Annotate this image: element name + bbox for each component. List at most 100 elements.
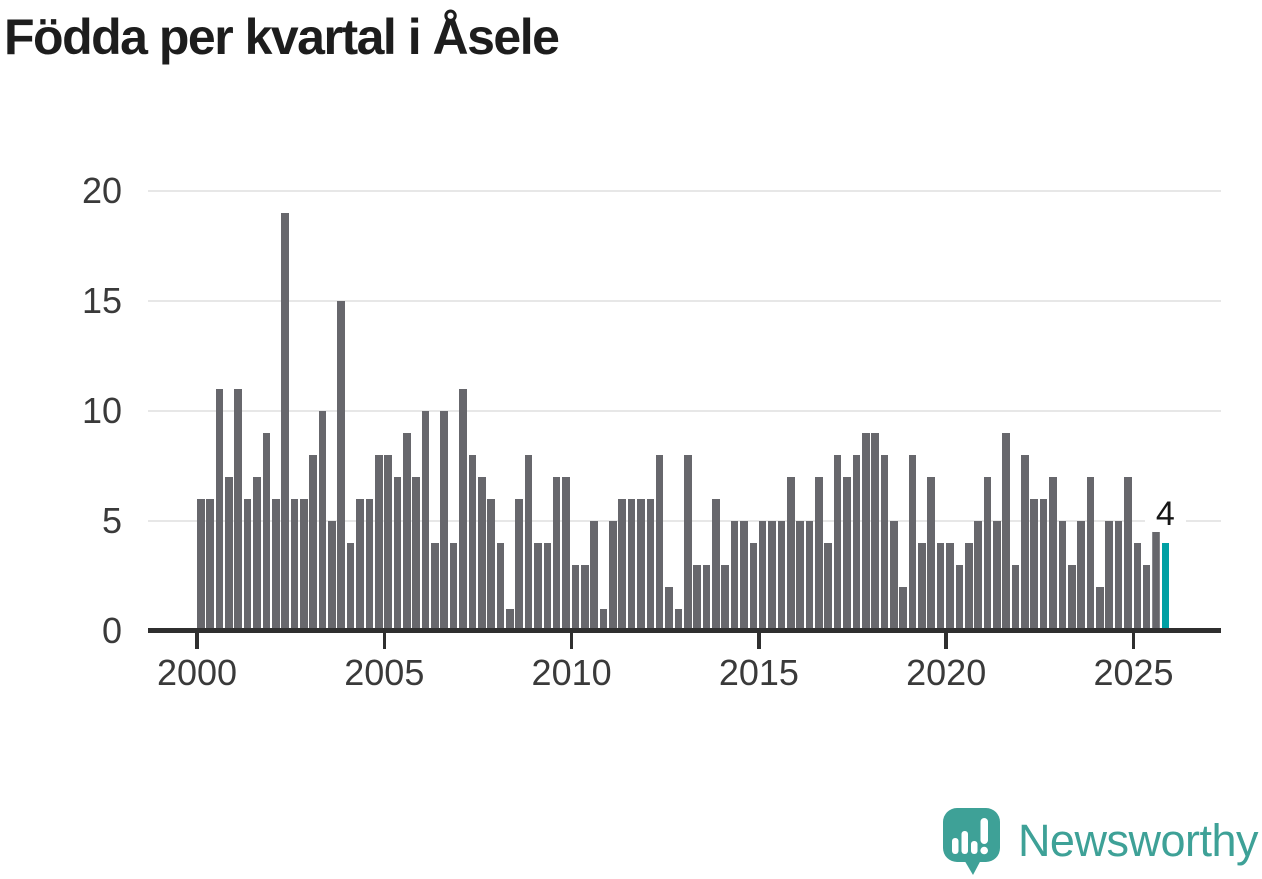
- x-axis-label-2010: 2010: [531, 652, 612, 693]
- bar-2024-Q3: [1114, 521, 1123, 631]
- bar-2021-Q2: [993, 521, 1001, 631]
- bar-2016-Q1: [796, 521, 804, 631]
- brand-footer: Newsworthy: [940, 806, 1259, 876]
- bar-2015-Q1: [758, 521, 767, 631]
- bar-2022-Q4: [1049, 477, 1057, 631]
- bar-2011-Q2: [618, 499, 626, 631]
- bar-2010-Q2: [580, 565, 589, 631]
- bar-2018-Q1: [871, 433, 879, 631]
- bar-2020-Q2: [955, 565, 964, 631]
- bar-2022-Q3: [1039, 499, 1048, 631]
- bar-2007-Q3: [477, 477, 486, 631]
- x-axis-label-2005: 2005: [344, 652, 425, 693]
- bar-2008-Q3: [515, 499, 523, 631]
- bar-2001-Q3: [253, 477, 261, 631]
- bar-2002-Q3: [290, 499, 299, 631]
- bar-2011-Q4: [637, 499, 645, 631]
- bar-2007-Q4: [487, 499, 495, 631]
- x-tickmark-2020: [944, 633, 948, 649]
- bar-2025-Q1: [1133, 543, 1142, 631]
- x-axis-line: [148, 628, 1221, 633]
- bar-2009-Q4: [562, 477, 570, 631]
- bar-2025-Q2: [1142, 565, 1151, 631]
- gridline-y-10: [148, 410, 1221, 412]
- y-axis-label-5: 5: [101, 500, 122, 541]
- bar-2005-Q3: [403, 433, 411, 631]
- bar-2008-Q1: [496, 543, 505, 631]
- bar-2023-Q4: [1086, 477, 1095, 631]
- bar-2003-Q2: [318, 411, 327, 631]
- bar-2017-Q1: [833, 455, 842, 631]
- bar-2021-Q1: [983, 477, 992, 631]
- y-axis-label-10: 10: [81, 390, 122, 431]
- bar-2025-Q3: [1152, 499, 1160, 631]
- bar-2017-Q4: [861, 433, 870, 631]
- bar-2023-Q3: [1077, 521, 1085, 631]
- bar-2012-Q2: [655, 455, 664, 631]
- bar-2005-Q1: [384, 455, 392, 631]
- bar-2015-Q2: [768, 521, 776, 631]
- bar-2000-Q2: [206, 499, 214, 631]
- bar-2019-Q4: [936, 543, 945, 631]
- x-tickmark-2010: [569, 633, 574, 649]
- bar-2019-Q3: [927, 477, 936, 631]
- bar-2004-Q4: [374, 455, 383, 631]
- x-axis-label-2000: 2000: [156, 652, 238, 693]
- bar-2002-Q1: [271, 499, 280, 631]
- bar-2009-Q3: [552, 477, 561, 631]
- bar-2013-Q1: [683, 455, 692, 631]
- bar-2011-Q1: [609, 521, 617, 631]
- bar-2017-Q2: [843, 477, 851, 631]
- bar-2000-Q1: [197, 499, 205, 631]
- y-axis-label-15: 15: [81, 280, 122, 321]
- bar-2016-Q4: [824, 543, 833, 631]
- bar-2019-Q1: [908, 455, 917, 631]
- bar-2000-Q4: [225, 477, 233, 631]
- bar-2015-Q3: [777, 521, 786, 631]
- bar-2007-Q1: [459, 389, 467, 631]
- bar-2023-Q1: [1058, 521, 1067, 631]
- bar-2006-Q4: [449, 543, 458, 631]
- bar-2013-Q3: [702, 565, 711, 631]
- bar-2003-Q3: [328, 521, 336, 631]
- bar-2012-Q1: [646, 499, 655, 631]
- last-value-label: 4: [1144, 495, 1186, 533]
- x-axis-label-2015: 2015: [718, 652, 799, 693]
- bar-2015-Q4: [787, 477, 795, 631]
- gridline-y-15: [148, 300, 1221, 302]
- bar-2001-Q2: [243, 499, 252, 631]
- bar-2008-Q4: [524, 455, 533, 631]
- bar-2009-Q1: [534, 543, 542, 631]
- bar-2008-Q2: [506, 609, 514, 631]
- bar-2016-Q2: [805, 521, 814, 631]
- x-tickmark-2000: [195, 633, 199, 649]
- bar-2025-Q4: [1161, 543, 1170, 631]
- bar-2018-Q3: [890, 521, 898, 631]
- bar-2001-Q4: [262, 433, 271, 631]
- bar-2010-Q3: [590, 521, 598, 631]
- bar-2004-Q2: [356, 499, 364, 631]
- bar-2022-Q2: [1030, 499, 1039, 631]
- bar-2014-Q2: [730, 521, 739, 631]
- brand-wordmark: Newsworthy: [1017, 815, 1259, 866]
- bar-2012-Q4: [674, 609, 683, 631]
- bar-2018-Q2: [880, 455, 889, 631]
- bar-2024-Q1: [1096, 587, 1104, 631]
- bar-2012-Q3: [665, 587, 673, 631]
- bar-2006-Q2: [431, 543, 439, 631]
- chart-title: Födda per kvartal i Åsele: [4, 9, 560, 65]
- x-tickmark-2015: [757, 633, 761, 649]
- bar-2009-Q2: [543, 543, 552, 631]
- bar-2024-Q2: [1105, 521, 1113, 631]
- bar-2014-Q1: [721, 565, 730, 631]
- bar-2004-Q1: [346, 543, 355, 631]
- x-axis-label-2025: 2025: [1093, 652, 1174, 693]
- bar-2002-Q2: [281, 213, 289, 631]
- bar-2017-Q3: [852, 455, 861, 631]
- bar-2020-Q1: [946, 543, 954, 631]
- bar-2021-Q4: [1011, 565, 1020, 631]
- bar-2003-Q1: [309, 455, 317, 631]
- bar-2005-Q4: [412, 477, 420, 631]
- x-tickmark-2005: [382, 633, 387, 649]
- bar-2010-Q4: [599, 609, 608, 631]
